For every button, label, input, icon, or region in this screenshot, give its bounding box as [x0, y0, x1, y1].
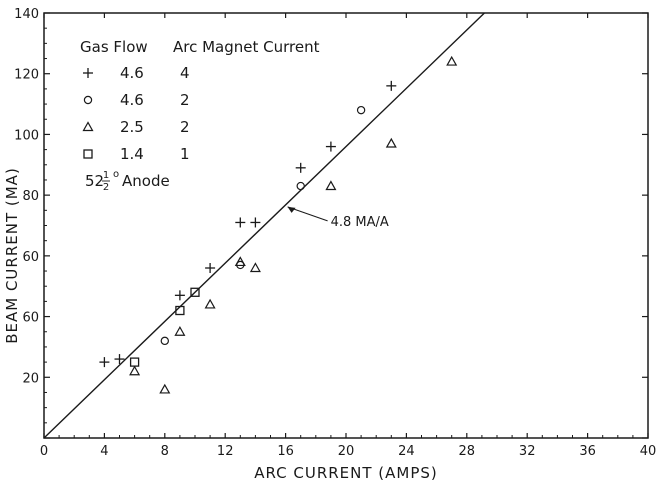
data-point-plus: [205, 263, 216, 273]
data-point-plus: [99, 357, 110, 368]
legend-marker-circle: [83, 95, 93, 105]
data-point-triangle: [204, 298, 216, 309]
circle-mark: [356, 105, 366, 115]
data-point-triangle: [159, 383, 171, 394]
x-tick-label: 12: [217, 444, 234, 459]
legend-degree: o: [113, 169, 119, 180]
triangle-mark: [234, 256, 246, 267]
legend-magnet-value: 4: [180, 64, 190, 82]
legend-magnet-value: 1: [180, 145, 190, 163]
circle-mark: [83, 95, 93, 105]
legend-gas-flow-value: 4.6: [120, 91, 144, 109]
square-mark: [190, 287, 200, 297]
triangle-mark: [385, 137, 397, 148]
fit-line-layer: 4.8 MA/A: [43, 12, 485, 439]
data-point-plus: [386, 80, 397, 91]
triangle-mark: [129, 365, 141, 376]
legend-marker-square: [83, 149, 93, 159]
data-point-circle: [296, 181, 305, 191]
data-point-triangle: [129, 365, 141, 376]
square-mark: [129, 357, 140, 367]
triangle-mark: [174, 326, 186, 336]
triangle-mark: [159, 383, 171, 394]
circle-mark: [296, 181, 305, 191]
triangle-mark: [325, 180, 337, 191]
legend-fraction-numerator: 1: [103, 170, 109, 181]
fit-line: [43, 12, 485, 439]
x-tick-label: 8: [161, 444, 169, 459]
data-point-triangle: [249, 262, 261, 273]
legend-anode-label: Anode: [122, 172, 170, 190]
data-point-plus: [325, 141, 336, 152]
y-tick-label: 20: [22, 371, 39, 386]
x-axis-title: ARC CURRENT (AMPS): [254, 464, 438, 482]
triangle-mark: [204, 298, 216, 309]
legend-header-magnet-current: Arc Magnet Current: [173, 38, 320, 56]
data-point-square: [129, 357, 140, 367]
x-tick-label: 4: [100, 444, 108, 459]
square-mark: [83, 149, 93, 159]
legend-fraction-denominator: 2: [103, 182, 109, 193]
square-mark: [175, 305, 185, 316]
data-point-triangle: [446, 55, 458, 66]
legend-magnet-value: 2: [180, 118, 190, 136]
data-point-plus: [235, 217, 246, 228]
data-point-triangle: [234, 256, 246, 267]
legend-anode-angle: 52: [85, 172, 104, 190]
x-tick-label: 36: [579, 444, 596, 459]
data-point-triangle: [385, 137, 397, 148]
triangle-mark: [82, 121, 94, 132]
y-tick-label: 100: [14, 128, 39, 143]
fit-line-label: 4.8 MA/A: [331, 215, 389, 230]
y-tick-label: 60: [22, 250, 39, 265]
data-point-circle: [356, 105, 366, 115]
legend-gas-flow-value: 1.4: [120, 145, 144, 163]
x-tick-label: 24: [398, 444, 415, 459]
y-tick-label: 140: [14, 7, 39, 22]
x-tick-label: 20: [338, 444, 355, 459]
legend-magnet-value: 2: [180, 91, 190, 109]
y-tick-label: 120: [14, 68, 39, 83]
legend-gas-flow-value: 4.6: [120, 64, 144, 82]
legend: Gas Flow Arc Magnet Current 4.6 4 4.6 2 2.5 2 1.…: [80, 38, 320, 193]
data-point-triangle: [174, 326, 186, 336]
data-point-plus: [174, 290, 185, 301]
triangle-mark: [446, 55, 458, 66]
data-point-triangle: [325, 180, 337, 191]
data-points-layer: [99, 55, 458, 394]
legend-gas-flow-value: 2.5: [120, 118, 144, 136]
data-point-circle: [160, 336, 169, 346]
data-point-plus: [114, 354, 125, 365]
x-tick-label: 40: [640, 444, 657, 459]
y-tick-label: 80: [22, 189, 39, 204]
legend-header-gas-flow: Gas Flow: [80, 38, 148, 56]
x-tick-label: 0: [40, 444, 48, 459]
x-tick-label: 16: [277, 444, 294, 459]
legend-marker-plus: [83, 68, 93, 78]
data-point-plus: [250, 217, 261, 228]
circle-mark: [160, 336, 169, 346]
x-tick-label: 28: [459, 444, 476, 459]
y-axis-title: BEAM CURRENT (MA): [3, 167, 21, 344]
annotation-arrowhead: [287, 206, 296, 213]
legend-marker-triangle: [82, 121, 94, 132]
data-point-plus: [295, 162, 306, 173]
data-point-square: [190, 287, 200, 297]
triangle-mark: [249, 262, 261, 273]
x-tick-label: 32: [519, 444, 536, 459]
data-point-square: [175, 305, 185, 316]
y-tick-label: 60: [22, 311, 39, 326]
